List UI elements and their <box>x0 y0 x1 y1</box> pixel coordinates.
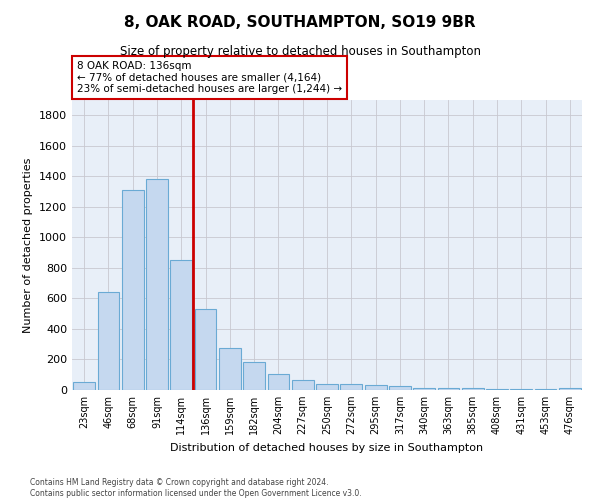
Bar <box>340 384 362 390</box>
Bar <box>559 388 581 390</box>
Bar <box>97 292 119 390</box>
Bar <box>413 388 435 390</box>
Text: 8, OAK ROAD, SOUTHAMPTON, SO19 9BR: 8, OAK ROAD, SOUTHAMPTON, SO19 9BR <box>124 15 476 30</box>
Bar <box>146 180 168 390</box>
Bar <box>122 190 143 390</box>
Bar <box>511 389 532 390</box>
Bar <box>316 384 338 390</box>
Bar <box>389 386 411 390</box>
Bar <box>268 374 289 390</box>
Bar <box>437 388 460 390</box>
Bar <box>73 382 95 390</box>
Bar <box>365 386 386 390</box>
Bar <box>170 260 192 390</box>
Bar <box>219 348 241 390</box>
Bar <box>194 309 217 390</box>
Text: 8 OAK ROAD: 136sqm
← 77% of detached houses are smaller (4,164)
23% of semi-deta: 8 OAK ROAD: 136sqm ← 77% of detached hou… <box>77 61 342 94</box>
X-axis label: Distribution of detached houses by size in Southampton: Distribution of detached houses by size … <box>170 442 484 452</box>
Bar <box>462 388 484 390</box>
Text: Contains HM Land Registry data © Crown copyright and database right 2024.
Contai: Contains HM Land Registry data © Crown c… <box>30 478 362 498</box>
Bar <box>486 389 508 390</box>
Text: Size of property relative to detached houses in Southampton: Size of property relative to detached ho… <box>119 45 481 58</box>
Bar <box>535 389 556 390</box>
Y-axis label: Number of detached properties: Number of detached properties <box>23 158 34 332</box>
Bar <box>243 362 265 390</box>
Bar <box>292 380 314 390</box>
